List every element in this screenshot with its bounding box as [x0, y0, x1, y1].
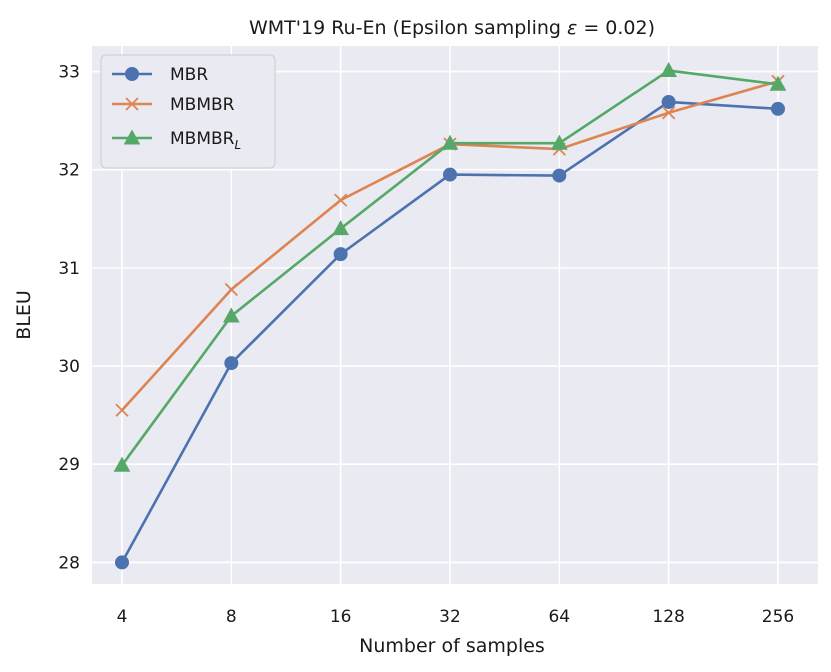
y-tick-label: 29	[58, 455, 80, 475]
data-point	[660, 62, 677, 78]
legend-item-1: MBR	[112, 65, 208, 85]
data-point	[550, 134, 568, 150]
data-point	[662, 106, 676, 120]
data-point	[115, 403, 129, 417]
y-tick-label: 28	[58, 553, 80, 573]
data-point	[115, 555, 129, 570]
y-axis-label: BLEU	[13, 290, 35, 340]
data-point	[769, 75, 787, 91]
x-tick-label: 4	[117, 607, 128, 627]
x-axis-label: Number of samples	[359, 635, 545, 657]
y-tick-label: 33	[58, 63, 80, 83]
legend-marker	[123, 129, 141, 145]
y-tick-labels: 28 29 30 31 32 33	[58, 63, 80, 574]
legend-item-2: MBMBR	[112, 95, 235, 115]
legend-label: MBR	[170, 65, 208, 85]
series-layer	[113, 62, 787, 570]
title-tail: = 0.02)	[577, 17, 655, 39]
legend-marker	[125, 67, 139, 81]
x-tick-labels: 4 8 16 32 64 128 256	[117, 607, 795, 627]
x-tick-label: 64	[548, 607, 570, 627]
title-epsilon: ε	[567, 17, 577, 39]
legend-frame	[100, 54, 276, 169]
data-point	[442, 167, 457, 182]
y-tick-label: 32	[58, 161, 80, 181]
legend-item-3: MBMBRL	[112, 129, 241, 152]
data-point	[224, 282, 238, 297]
data-point	[333, 247, 348, 262]
series-3	[113, 62, 787, 472]
chart-title: WMT'19 Ru-En (Epsilon sampling ε = 0.02)	[249, 17, 655, 39]
data-point	[332, 220, 350, 236]
y-tick-label: 31	[58, 259, 80, 279]
data-point	[113, 456, 131, 472]
data-point	[441, 134, 459, 150]
data-point	[552, 168, 567, 183]
x-tick-label: 256	[762, 607, 794, 627]
data-point	[334, 193, 348, 207]
data-point	[770, 101, 785, 116]
data-point	[224, 356, 239, 371]
legend-label: MBMBRL	[170, 129, 241, 152]
legend-marker	[125, 97, 139, 111]
series-1	[115, 94, 785, 570]
data-point	[222, 307, 240, 323]
data-point	[661, 94, 676, 109]
x-tick-label: 8	[226, 607, 237, 627]
x-tick-label: 16	[330, 607, 352, 627]
legend: MBR MBMBR MBMBRL	[100, 54, 276, 169]
title-main: WMT'19 Ru-En (Epsilon sampling	[249, 17, 567, 39]
x-tick-label: 128	[652, 607, 684, 627]
x-tick-label: 32	[439, 607, 461, 627]
y-tick-label: 30	[58, 357, 80, 377]
legend-label: MBMBR	[170, 95, 235, 115]
